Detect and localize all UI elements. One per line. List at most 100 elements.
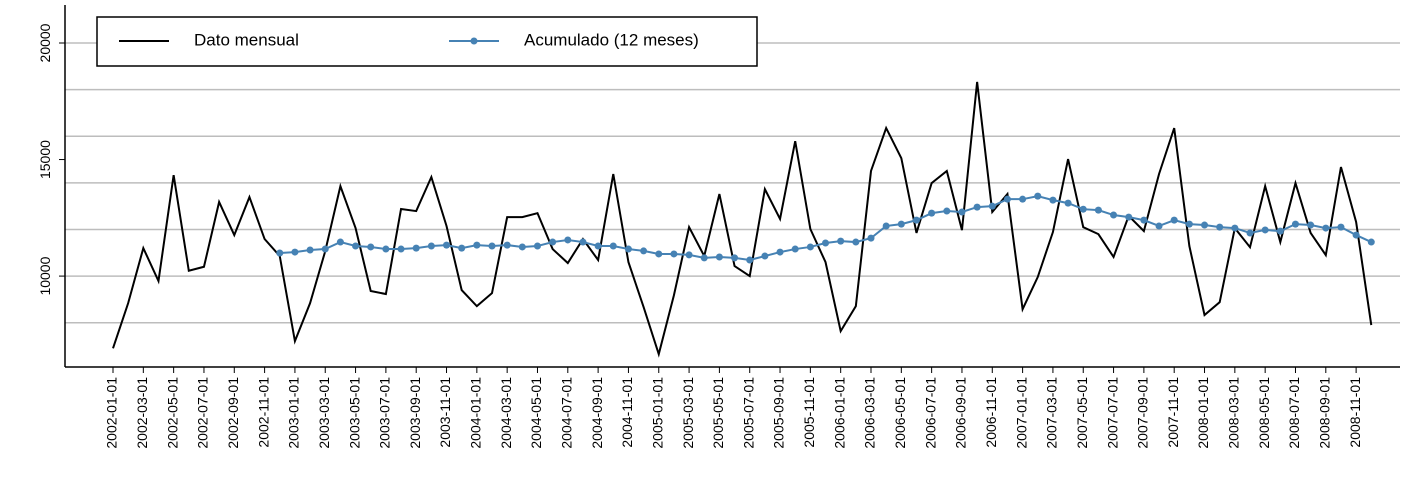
point <box>306 246 314 254</box>
point <box>1094 206 1102 214</box>
point <box>321 245 329 253</box>
y-tick-label: 20000 <box>37 23 53 62</box>
x-tick-label: 2005-05-01 <box>710 377 726 449</box>
point <box>1322 224 1330 232</box>
point <box>503 241 511 249</box>
point <box>291 248 299 256</box>
point <box>579 238 587 246</box>
point <box>443 241 451 249</box>
point <box>427 242 435 250</box>
x-tick-label: 2006-05-01 <box>892 377 908 449</box>
x-tick-label: 2002-09-01 <box>225 377 241 449</box>
x-tick-label: 2002-03-01 <box>134 377 150 449</box>
legend-box <box>96 16 758 67</box>
point <box>412 244 420 252</box>
legend-label: Acumulado (12 meses) <box>524 30 699 49</box>
point <box>1034 192 1042 200</box>
point <box>1155 222 1163 230</box>
x-tick-label: 2002-11-01 <box>255 377 271 448</box>
point <box>958 208 966 216</box>
point <box>837 237 845 245</box>
x-tick-label: 2004-11-01 <box>619 377 635 448</box>
x-tick-label: 2003-11-01 <box>437 377 453 448</box>
point <box>533 242 541 250</box>
point <box>1019 195 1027 203</box>
x-tick-label: 2002-07-01 <box>195 377 211 449</box>
x-tick-label: 2007-11-01 <box>1165 377 1181 448</box>
point <box>276 249 284 257</box>
point <box>1064 199 1072 207</box>
x-tick-label: 2008-07-01 <box>1286 377 1302 449</box>
point <box>761 252 769 260</box>
point <box>1216 223 1224 231</box>
point <box>1110 211 1118 219</box>
point <box>473 241 481 249</box>
point <box>367 243 375 251</box>
point <box>594 242 602 250</box>
x-tick-label: 2004-03-01 <box>498 377 514 449</box>
x-tick-label: 2006-01-01 <box>831 377 847 449</box>
point <box>731 254 739 262</box>
point <box>624 245 632 253</box>
x-tick-label: 2004-05-01 <box>528 377 544 449</box>
legend-label: Dato mensual <box>194 30 299 49</box>
x-tick-label: 2003-09-01 <box>407 377 423 449</box>
x-tick-label: 2008-05-01 <box>1256 377 1272 449</box>
point <box>382 245 390 253</box>
point <box>822 239 830 247</box>
point <box>670 250 678 258</box>
point <box>700 254 708 262</box>
point <box>1201 221 1209 229</box>
series-line <box>112 81 1373 358</box>
point <box>564 236 572 244</box>
point <box>397 245 405 253</box>
x-tick-label: 2008-01-01 <box>1195 377 1211 449</box>
point <box>1307 221 1315 229</box>
point <box>973 203 981 211</box>
x-tick-label: 2004-09-01 <box>589 377 605 449</box>
y-tick-label: 15000 <box>37 140 53 179</box>
x-tick-label: 2008-09-01 <box>1317 377 1333 449</box>
point <box>1291 220 1299 228</box>
point <box>897 220 905 228</box>
x-tick-label: 2008-03-01 <box>1226 377 1242 449</box>
point <box>1003 195 1011 203</box>
x-tick-label: 2006-03-01 <box>862 377 878 449</box>
point <box>943 207 951 215</box>
point <box>685 251 693 259</box>
point <box>1140 216 1148 224</box>
point <box>882 222 890 230</box>
x-tick-label: 2003-07-01 <box>377 377 393 449</box>
x-tick-label: 2007-07-01 <box>1104 377 1120 449</box>
point <box>746 256 754 264</box>
point <box>655 250 663 258</box>
x-tick-label: 2008-11-01 <box>1347 377 1363 448</box>
point <box>776 248 784 256</box>
point <box>806 243 814 251</box>
x-tick-label: 2003-01-01 <box>286 377 302 449</box>
x-tick-label: 2002-05-01 <box>164 377 180 449</box>
point <box>458 244 466 252</box>
x-tick-label: 2004-01-01 <box>468 377 484 449</box>
point <box>336 238 344 246</box>
point <box>928 209 936 217</box>
point <box>1185 220 1193 228</box>
x-tick-label: 2007-05-01 <box>1074 377 1090 449</box>
point <box>1125 213 1133 221</box>
point <box>488 242 496 250</box>
point <box>1049 196 1057 204</box>
point <box>1079 205 1087 213</box>
point <box>1367 238 1375 246</box>
point <box>912 216 920 224</box>
x-tick-label: 2005-03-01 <box>680 377 696 449</box>
legend-marker <box>470 37 478 45</box>
x-tick-label: 2006-09-01 <box>953 377 969 449</box>
point <box>1276 227 1284 235</box>
point <box>1337 223 1345 231</box>
point <box>715 253 723 261</box>
x-tick-label: 2002-01-01 <box>104 377 120 449</box>
point <box>549 238 557 246</box>
x-tick-label: 2005-07-01 <box>740 377 756 449</box>
y-tick-label: 10000 <box>37 256 53 295</box>
